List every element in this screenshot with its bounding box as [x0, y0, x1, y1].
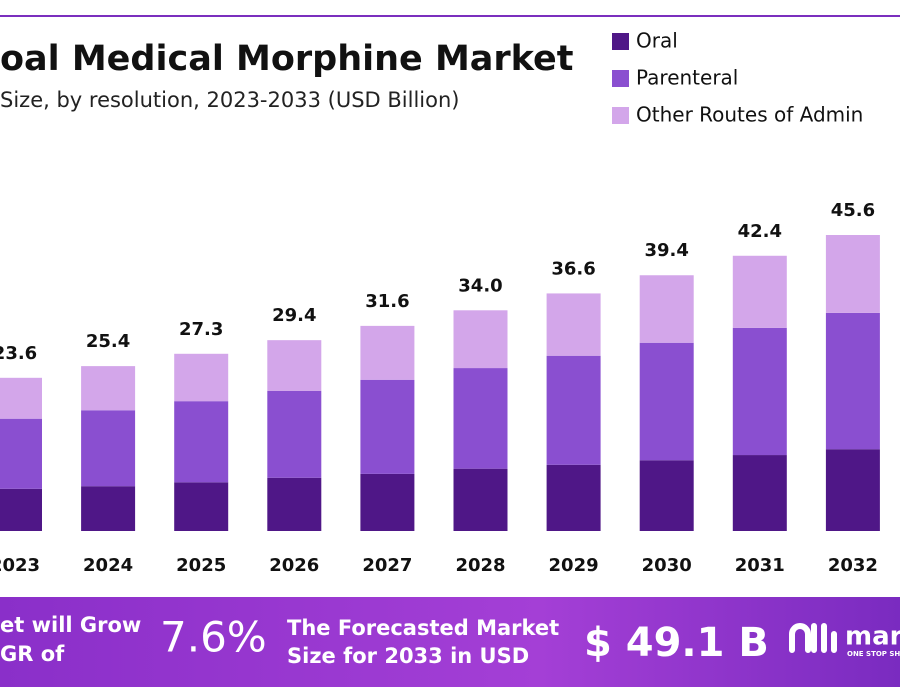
bar-segment — [81, 366, 136, 411]
x-tick-label: 2031 — [735, 555, 785, 576]
market-size: $ 49.1 B — [584, 620, 769, 666]
x-tick-label: 2025 — [176, 555, 226, 576]
bar-segment — [360, 379, 415, 474]
logo-text: mar — [845, 622, 900, 652]
bar-segment — [267, 477, 322, 531]
value-label: 39.4 — [644, 240, 688, 261]
x-tick-label: 2030 — [642, 555, 692, 576]
value-label: 36.6 — [551, 258, 595, 279]
logo-tagline: ONE STOP SH — [847, 650, 900, 658]
bar-segment — [546, 355, 601, 465]
bar-segment — [174, 482, 229, 531]
legend: Oral Parenteral Other Routes of Admin — [612, 29, 863, 127]
x-tick-label: 2023 — [0, 555, 40, 576]
x-tick-label: 2032 — [828, 555, 878, 576]
value-label: 34.0 — [458, 275, 502, 296]
bar-segment — [0, 488, 42, 531]
cagr: 7.6% — [160, 613, 267, 662]
x-tick-label: 2029 — [549, 555, 599, 576]
bar-segment — [0, 377, 42, 419]
bar-segment — [639, 460, 694, 531]
bar-segment — [825, 235, 880, 313]
bar-segment — [174, 353, 229, 402]
banner-text: The Forecasted Market — [287, 616, 559, 640]
bar-segment — [639, 342, 694, 461]
value-label: 45.6 — [831, 200, 875, 221]
bar-segment — [732, 327, 787, 456]
value-label: 29.4 — [272, 305, 316, 326]
x-tick-label: 2026 — [269, 555, 319, 576]
banner-text: GR of — [0, 642, 65, 666]
bar-segment — [174, 401, 229, 483]
chart-title: oal Medical Morphine Market — [0, 39, 573, 79]
bar-segment — [267, 340, 322, 391]
x-tick-label: 2024 — [83, 555, 133, 576]
bar-segment — [453, 468, 508, 531]
bar-segment — [81, 486, 136, 531]
legend-label: Oral — [636, 29, 678, 53]
x-tick-label: 2028 — [455, 555, 505, 576]
bar-segment — [732, 255, 787, 328]
bar-segment — [825, 312, 880, 450]
bar-segment — [546, 464, 601, 531]
banner — [0, 597, 900, 687]
bar-segment — [453, 368, 508, 469]
bar-segment — [639, 275, 694, 343]
banner-text: et will Grow — [0, 613, 141, 637]
legend-label: Parenteral — [636, 66, 738, 90]
bar-segment — [0, 418, 42, 489]
legend-swatch — [612, 70, 629, 87]
bar-segment — [453, 310, 508, 369]
bar-segment — [732, 455, 787, 531]
value-label: 27.3 — [179, 319, 223, 340]
value-label: 42.4 — [738, 221, 782, 242]
bar-segment — [546, 293, 601, 356]
chart-subtitle: Size, by resolution, 2023-2033 (USD Bill… — [0, 88, 459, 112]
value-label: 25.4 — [86, 331, 130, 352]
logo-icon — [789, 623, 837, 653]
legend-swatch — [612, 107, 629, 124]
bar-segment — [825, 449, 880, 531]
banner-text: Size for 2033 in USD — [287, 644, 529, 668]
x-tick-label: 2027 — [362, 555, 412, 576]
legend-label: Other Routes of Admin — [636, 103, 863, 127]
value-label: 31.6 — [365, 291, 409, 312]
bar-segment — [360, 473, 415, 531]
value-label: 23.6 — [0, 343, 37, 364]
bar-segment — [81, 410, 136, 487]
bar-segment — [360, 325, 415, 380]
plot: 23.6 2023 25.4 2024 27.3 2025 29.4 2026 31.6 2027… — [0, 200, 880, 576]
bar-segment — [267, 390, 322, 478]
legend-swatch — [612, 33, 629, 50]
